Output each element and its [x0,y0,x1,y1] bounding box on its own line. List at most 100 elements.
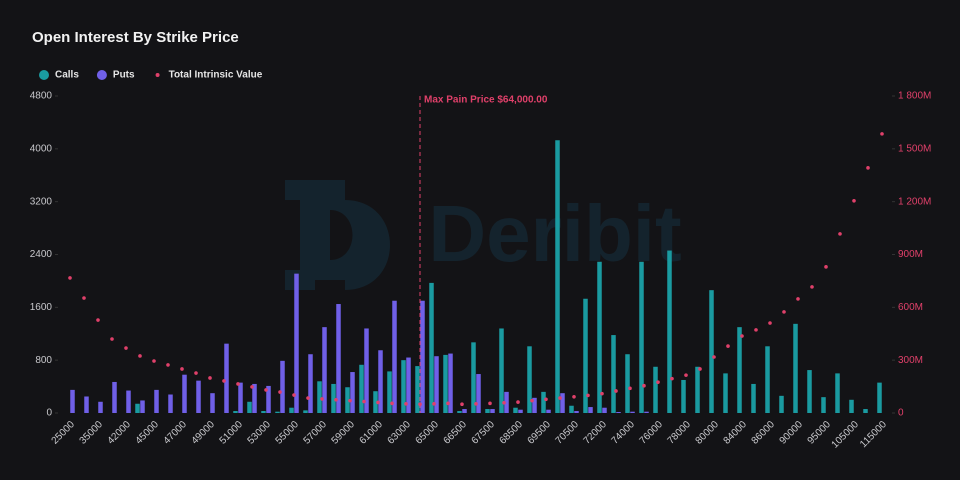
point [866,166,870,170]
y2-tick-label: 1 200M [898,196,931,207]
bar [252,383,257,413]
bar [583,298,588,413]
bar [625,354,630,413]
bar [84,396,89,413]
bar [434,356,439,413]
watermark-logo [285,180,390,290]
point [586,393,590,398]
y-tick-label: 2400 [30,249,53,260]
bar [289,407,294,413]
bar [210,393,215,413]
bar [644,411,649,413]
bar [392,300,397,413]
point [488,401,492,406]
bar [317,381,322,413]
bar [378,350,383,413]
point [334,397,338,402]
legend-label[interactable]: Calls [55,70,79,81]
bar [168,394,173,413]
point [572,394,576,399]
y2-tick-label: 1 500M [898,143,931,154]
point [852,198,856,203]
bar [401,360,406,413]
bar [140,400,145,413]
legend-marker [155,73,160,77]
bar [751,383,756,413]
point [152,359,156,363]
bar [448,353,453,413]
point [124,346,128,350]
bar [597,261,602,413]
bar [532,397,537,413]
point [166,363,170,367]
bar [723,373,728,413]
bar [443,354,448,413]
point [600,391,604,396]
bar [821,397,826,413]
bar [126,390,131,413]
point [348,398,352,403]
bar [387,371,392,413]
legend-label[interactable]: Puts [113,70,135,81]
bar [639,261,644,413]
bar [569,405,574,413]
bar [322,327,327,413]
bar [877,382,882,413]
point [656,380,660,384]
bar [765,346,770,413]
point [810,285,814,289]
point [754,328,758,332]
bar [350,372,355,413]
bar [630,411,635,413]
bar [541,391,546,413]
bar [247,401,252,413]
point [544,397,548,402]
bar [602,407,607,413]
point [110,337,114,341]
y-tick-label: 3200 [30,196,53,207]
bar [560,393,565,413]
bar [429,282,434,413]
bar [308,354,313,413]
y-tick-label: 4000 [30,143,53,154]
bar [373,391,378,413]
point [250,385,254,389]
point [530,398,534,403]
bar [331,383,336,413]
bar [476,374,481,413]
bar [420,300,425,413]
y2-tick-label: 600M [898,302,923,313]
point [824,265,828,269]
bar [518,409,523,413]
point [222,379,226,383]
point [194,371,198,375]
point [390,401,394,406]
point [712,355,716,359]
bar [154,389,159,413]
point [180,367,184,371]
bar [280,360,285,413]
y-tick-label: 1600 [30,302,53,313]
legend-label[interactable]: Total Intrinsic Value [169,70,263,81]
bar [513,407,518,413]
bar [835,373,840,413]
y2-tick-label: 0 [898,408,904,419]
y2-tick-label: 300M [898,355,923,366]
point [362,399,366,404]
bar [807,370,812,413]
point [446,401,450,406]
bar [135,403,140,413]
chart-title: Open Interest By Strike Price [32,29,239,46]
annotation-label: Max Pain Price $64,000.00 [424,95,548,106]
point [292,393,296,397]
point [306,396,310,400]
point [432,402,436,406]
bar [303,410,308,413]
bar [667,250,672,413]
y2-tick-label: 900M [898,249,923,260]
bar [275,411,280,413]
bar [112,381,117,413]
point [376,400,380,405]
bar [457,411,462,413]
y2-tick-label: 1 800M [898,91,931,102]
